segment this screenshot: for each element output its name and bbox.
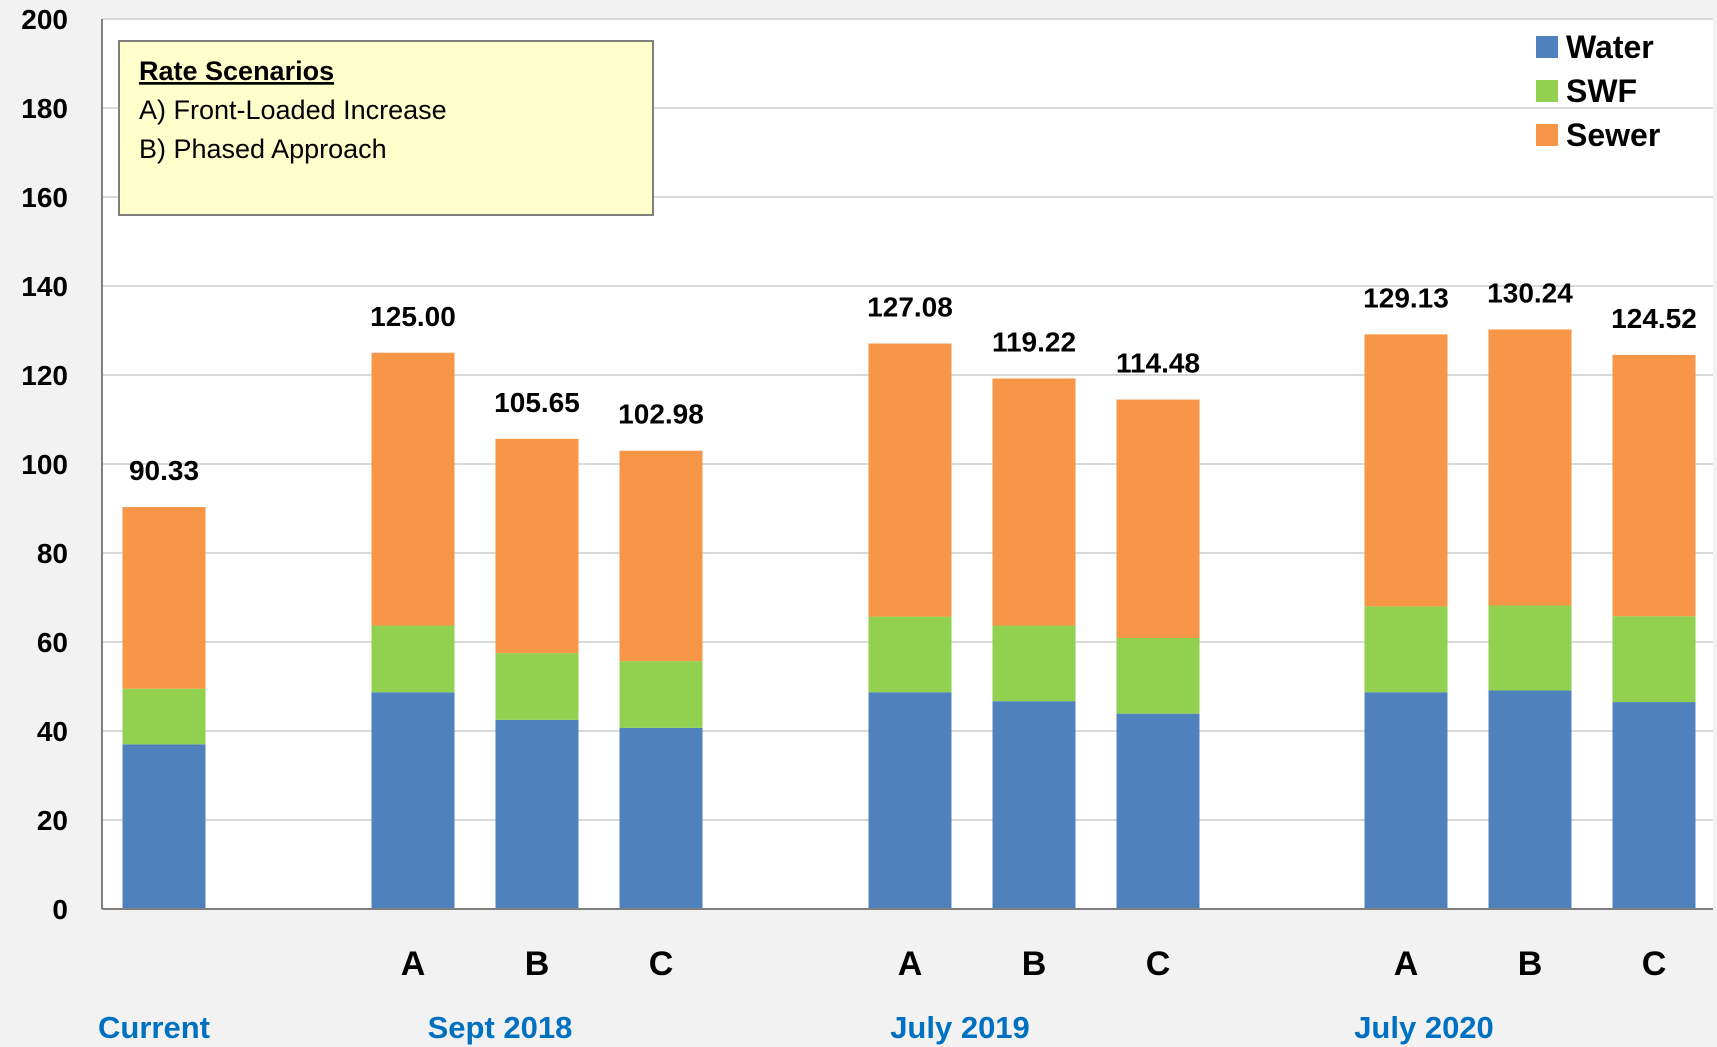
bar-segment-water (495, 719, 579, 909)
bar-segment-swf (1116, 637, 1200, 714)
bar-segment-sewer (868, 343, 952, 617)
legend-label-sewer: Sewer (1566, 117, 1660, 153)
y-tick-label: 120 (21, 360, 68, 391)
legend: Water SWF Sewer (1536, 29, 1660, 153)
bar-segment-swf (1364, 606, 1448, 693)
y-tick-label: 160 (21, 182, 68, 213)
axes (101, 19, 1713, 910)
bar-total-label: 129.13 (1363, 282, 1449, 313)
bar-segment-swf (992, 625, 1076, 702)
bar-segment-water (619, 727, 703, 909)
x-tick-label: B (1518, 945, 1543, 983)
bar-segment-sewer (1612, 354, 1696, 617)
y-tick-label: 180 (21, 93, 68, 124)
annotation-line-b: B) Phased Approach (139, 134, 387, 164)
bar-segment-water (371, 692, 455, 909)
bar-segment-sewer (1488, 329, 1572, 606)
bar-segment-swf (1488, 605, 1572, 691)
group-label: Sept 2018 (428, 1010, 573, 1045)
bars (122, 329, 1696, 909)
bar-segment-sewer (619, 450, 703, 662)
bar-total-label: 130.24 (1487, 277, 1573, 308)
x-tick-label: C (649, 945, 674, 983)
y-tick-label: 60 (37, 627, 68, 658)
bar-total-label: 124.52 (1611, 303, 1697, 334)
bar-total-label: 90.33 (129, 455, 199, 486)
annotation-title: Rate Scenarios (139, 56, 334, 86)
legend-swatch-water (1536, 36, 1558, 58)
bar-segment-swf (495, 653, 579, 720)
bar-total-label: 119.22 (992, 326, 1076, 357)
y-tick-label: 80 (37, 538, 68, 569)
y-tick-label: 0 (52, 894, 68, 925)
y-tick-label: 140 (21, 271, 68, 302)
bar-total-label: 105.65 (494, 387, 580, 418)
bar-total-label: 102.98 (618, 399, 704, 430)
bar-segment-sewer (1116, 399, 1200, 638)
group-label: Current (98, 1010, 210, 1045)
legend-label-water: Water (1566, 29, 1654, 65)
x-tick-label: C (1642, 945, 1667, 983)
bar-segment-sewer (1364, 334, 1448, 607)
bar-segment-water (1364, 692, 1448, 909)
y-tick-label: 40 (37, 716, 68, 747)
rate-scenarios-box: Rate Scenarios A) Front-Loaded Increase … (118, 40, 654, 216)
x-tick-label: B (525, 945, 550, 983)
y-tick-labels: 0 20 40 60 80 100 120 140 160 180 200 (21, 4, 68, 925)
group-labels: Current Sept 2018 July 2019 July 2020 (98, 1010, 1494, 1045)
x-tick-label: B (1022, 945, 1047, 983)
bar-segment-sewer (495, 438, 579, 654)
legend-label-swf: SWF (1566, 73, 1637, 109)
bar-segment-swf (619, 661, 703, 728)
bar-total-label: 114.48 (1116, 348, 1200, 379)
x-tick-label: A (401, 945, 426, 983)
y-tick-label: 20 (37, 805, 68, 836)
group-label: July 2020 (1354, 1010, 1494, 1045)
bar-segment-water (1612, 702, 1696, 909)
bar-segment-swf (122, 688, 206, 745)
total-labels: 90.33 125.00 105.65 102.98 127.08 119.22 114.4… (129, 277, 1697, 486)
bar-segment-water (122, 744, 206, 909)
bar-segment-sewer (371, 352, 455, 626)
bar-segment-water (868, 692, 952, 909)
bar-segment-water (1116, 713, 1200, 909)
bar-segment-swf (371, 625, 455, 693)
bar-segment-swf (1612, 616, 1696, 703)
bar-segment-water (992, 701, 1076, 909)
bar-total-label: 127.08 (867, 291, 953, 322)
x-tick-label: C (1146, 945, 1171, 983)
legend-swatch-sewer (1536, 124, 1558, 146)
y-tick-label: 100 (21, 449, 68, 480)
annotation-background (118, 40, 654, 216)
bar-segment-water (1488, 690, 1572, 909)
group-label: July 2019 (890, 1010, 1030, 1045)
bar-segment-swf (868, 616, 952, 693)
annotation-line-a: A) Front-Loaded Increase (139, 95, 447, 125)
bar-segment-sewer (992, 378, 1076, 626)
x-tick-label: A (1394, 945, 1419, 983)
x-tick-label: A (898, 945, 923, 983)
bar-total-label: 125.00 (370, 301, 456, 332)
bar-segment-sewer (122, 507, 206, 689)
legend-swatch-swf (1536, 80, 1558, 102)
y-tick-label: 200 (21, 4, 68, 35)
